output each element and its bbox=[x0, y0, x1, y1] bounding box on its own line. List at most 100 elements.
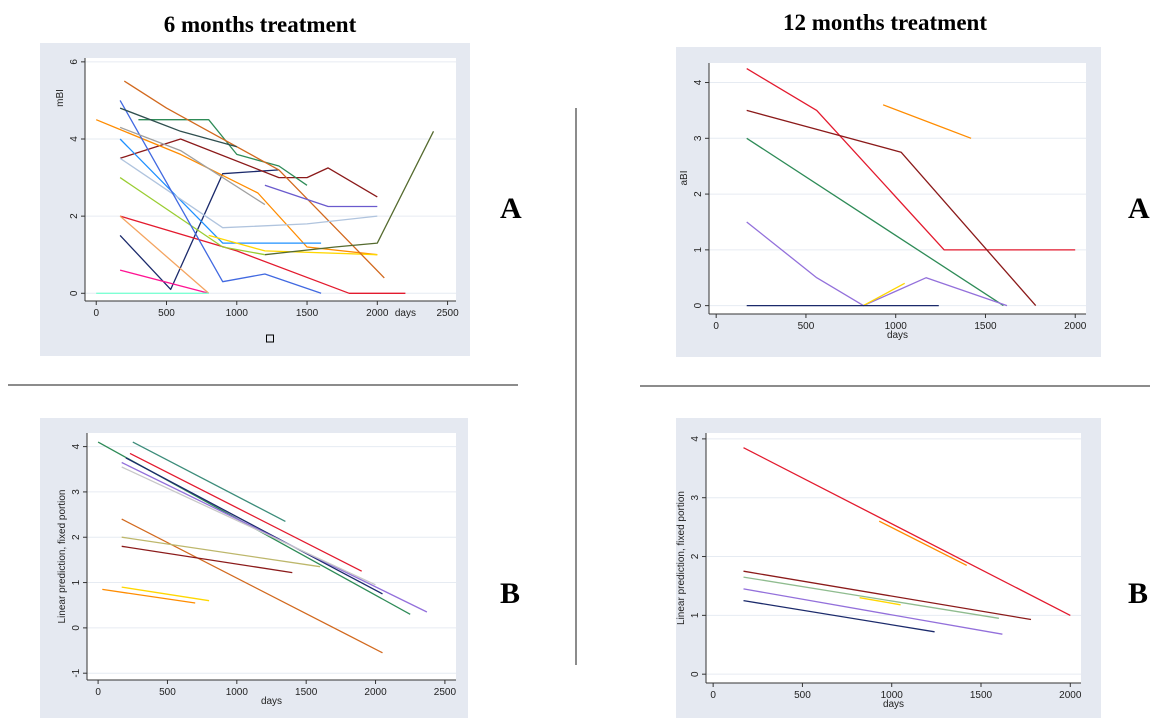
series-line-1 bbox=[743, 447, 1071, 616]
y-axis-label: mBI bbox=[55, 89, 66, 107]
series-line-7 bbox=[859, 597, 901, 606]
plot-area bbox=[706, 433, 1081, 683]
chart-br: 0 1 2 3 4 0 500 1000 1500 2000 Linear prediction, … bbox=[676, 418, 1101, 718]
x-tick-label: 500 bbox=[159, 687, 176, 698]
series-line-8 bbox=[123, 80, 385, 279]
series-line-3 bbox=[743, 570, 1032, 621]
x-tick-label: 500 bbox=[794, 690, 811, 701]
series-line-8 bbox=[121, 545, 293, 574]
y-tick-label: 0 bbox=[71, 625, 82, 631]
x-axis-label: days bbox=[395, 308, 416, 319]
x-tick-label: 500 bbox=[158, 308, 175, 319]
series-line-9 bbox=[121, 536, 321, 568]
y-tick-label: 1 bbox=[690, 612, 701, 618]
y-tick-label: 3 bbox=[71, 489, 82, 495]
x-tick-label: 2500 bbox=[436, 308, 459, 319]
series-line-1 bbox=[746, 68, 1076, 251]
plot-area bbox=[87, 433, 456, 680]
divider-vertical bbox=[575, 108, 577, 665]
x-tick-label: 0 bbox=[93, 308, 99, 319]
x-tick-label: 1000 bbox=[881, 690, 904, 701]
series-line-2 bbox=[132, 441, 286, 522]
panel-letter-a-right: A bbox=[1128, 192, 1150, 225]
x-tick-label: 0 bbox=[710, 690, 716, 701]
series-line-12 bbox=[119, 269, 209, 294]
y-axis-label: Linear prediction, fixed portion bbox=[676, 491, 687, 625]
y-tick-label: 3 bbox=[690, 494, 701, 500]
x-tick-label: 0 bbox=[95, 687, 101, 698]
series-line-4 bbox=[746, 137, 1004, 307]
series-line-9 bbox=[119, 157, 378, 229]
y-tick-label: 4 bbox=[693, 79, 704, 85]
series-line-7 bbox=[121, 518, 383, 654]
x-tick-label: 0 bbox=[713, 321, 719, 332]
panel-letter-a-left: A bbox=[500, 192, 522, 225]
series-line-2 bbox=[878, 520, 967, 566]
x-axis-label: days bbox=[887, 330, 908, 341]
y-tick-label: 0 bbox=[693, 302, 704, 308]
y-tick-label: -1 bbox=[71, 668, 82, 677]
x-tick-label: 1500 bbox=[295, 687, 318, 698]
heading-12-months: 12 months treatment bbox=[783, 10, 987, 35]
y-tick-label: 3 bbox=[693, 135, 704, 141]
series-line-10 bbox=[264, 184, 378, 208]
series-line-14 bbox=[119, 100, 322, 294]
y-tick-label: 6 bbox=[69, 59, 80, 65]
chart-bl: -1 0 1 2 3 4 0 500 1000 1500 2000 2500 Linear predic… bbox=[40, 418, 468, 718]
y-tick-label: 1 bbox=[71, 579, 82, 585]
chart-tr: 0 1 2 3 4 0 500 1000 1500 2000 aBI days bbox=[676, 47, 1101, 357]
series-line-17 bbox=[119, 215, 210, 294]
y-tick-label: 2 bbox=[71, 534, 82, 540]
series-line-1 bbox=[119, 169, 279, 291]
series-line-16 bbox=[119, 107, 237, 148]
panel-letter-b-left: B bbox=[500, 577, 521, 610]
y-tick-label: 4 bbox=[69, 136, 80, 142]
series-line-15 bbox=[119, 126, 266, 206]
y-axis-label: Linear prediction, fixed portion bbox=[57, 490, 68, 624]
x-tick-label: 1000 bbox=[226, 687, 249, 698]
x-tick-label: 1000 bbox=[226, 308, 249, 319]
series-line-13 bbox=[119, 177, 266, 256]
series-line-4 bbox=[125, 457, 383, 595]
y-tick-label: 2 bbox=[69, 213, 80, 219]
x-axis-label: days bbox=[261, 696, 282, 707]
series-line-4 bbox=[138, 119, 308, 186]
series-line-5 bbox=[95, 119, 378, 256]
x-tick-label: 500 bbox=[798, 321, 815, 332]
y-axis-label: aBI bbox=[679, 170, 690, 185]
series-line-2 bbox=[746, 109, 1037, 307]
x-tick-label: 2000 bbox=[366, 308, 389, 319]
y-tick-label: 1 bbox=[693, 247, 704, 253]
y-tick-label: 0 bbox=[69, 290, 80, 296]
heading-6-months: 6 months treatment bbox=[163, 12, 357, 37]
series-line-6 bbox=[119, 138, 322, 244]
series-line-11 bbox=[264, 131, 435, 256]
x-axis-label: days bbox=[883, 699, 904, 710]
x-tick-label: 1500 bbox=[974, 321, 997, 332]
x-tick-label: 2000 bbox=[364, 687, 387, 698]
series-line-6 bbox=[743, 599, 935, 633]
y-tick-label: 4 bbox=[690, 436, 701, 442]
series-line-6 bbox=[121, 466, 376, 586]
series-line-11 bbox=[102, 588, 196, 604]
divider-left bbox=[8, 384, 518, 386]
series-line-4 bbox=[743, 576, 1000, 619]
small-square-marker bbox=[266, 334, 274, 343]
x-tick-label: 2500 bbox=[434, 687, 457, 698]
y-tick-label: 2 bbox=[690, 553, 701, 559]
series-line-3 bbox=[129, 452, 362, 572]
plot-area bbox=[85, 58, 456, 301]
divider-right bbox=[640, 385, 1150, 387]
x-tick-label: 1500 bbox=[296, 308, 319, 319]
series-line-3 bbox=[882, 104, 972, 139]
panel-letter-b-right: B bbox=[1128, 577, 1149, 610]
plot-area bbox=[709, 63, 1086, 314]
x-tick-label: 2000 bbox=[1059, 690, 1082, 701]
x-tick-label: 1500 bbox=[970, 690, 993, 701]
series-line-6 bbox=[863, 282, 906, 307]
x-tick-label: 1000 bbox=[885, 321, 908, 332]
series-line-10 bbox=[121, 586, 210, 602]
series-line-7 bbox=[208, 234, 378, 256]
series-line-5 bbox=[743, 588, 1003, 635]
chart-tl: 0 2 4 6 0 500 1000 1500 2000 2500 mBI days bbox=[40, 43, 470, 356]
